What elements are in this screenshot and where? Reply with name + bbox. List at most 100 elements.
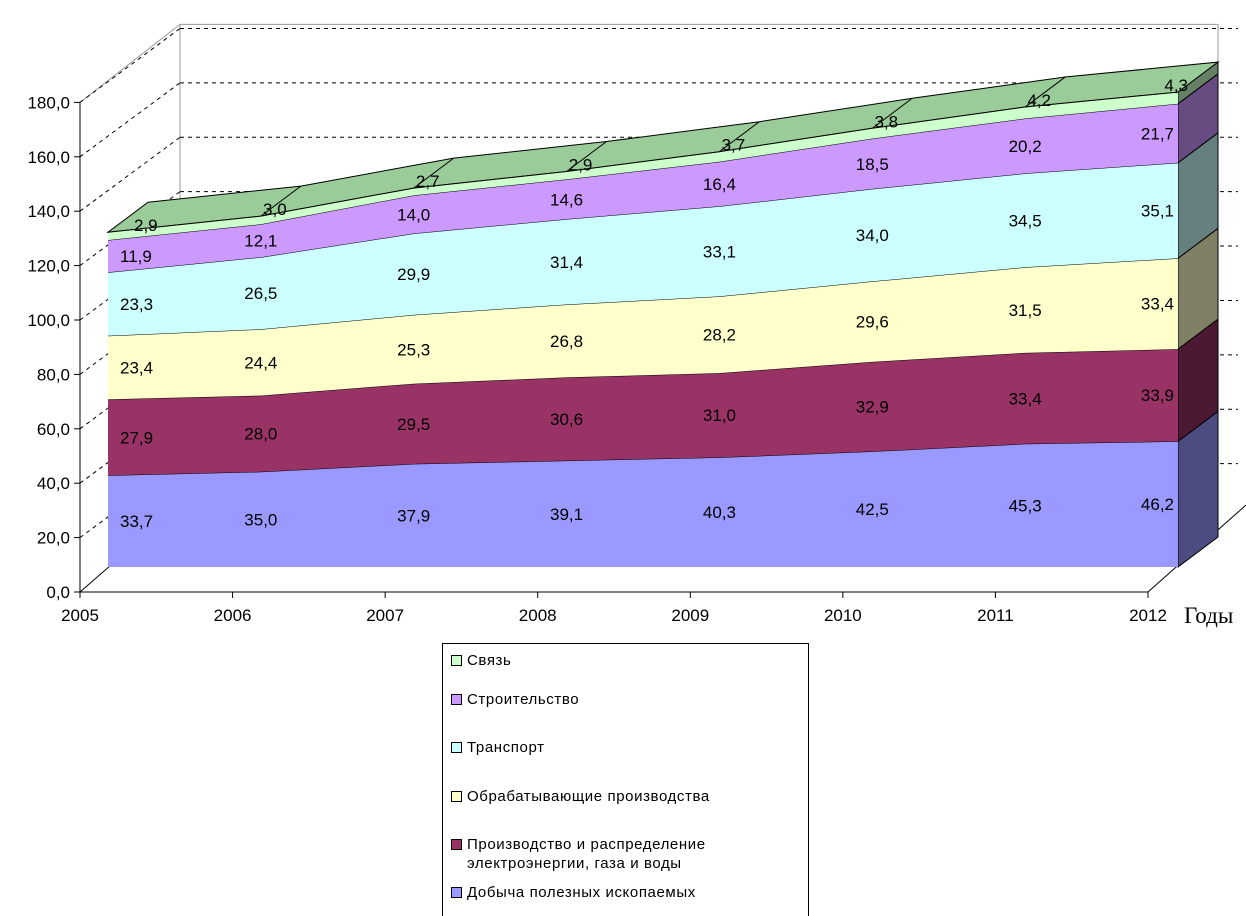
data-label: 33,9: [1141, 386, 1174, 405]
data-label: 28,2: [703, 326, 736, 345]
area-top-edge: [107, 257, 1179, 337]
data-label: 2,9: [569, 156, 593, 175]
data-label: 3,7: [722, 136, 746, 155]
y-tick-label: 40,0: [37, 474, 70, 493]
area-front-face: [108, 162, 1178, 336]
data-label: 31,5: [1009, 301, 1042, 320]
top-face-divider: [1024, 76, 1066, 108]
y-tick-label: 0,0: [46, 583, 70, 602]
data-label: 39,1: [550, 505, 583, 524]
area-front-face: [108, 349, 1178, 476]
data-label: 2,9: [134, 216, 158, 235]
data-label: 40,3: [703, 503, 736, 522]
data-label: 23,4: [120, 359, 153, 378]
data-label: 31,4: [550, 253, 583, 272]
data-label: 26,8: [550, 332, 583, 351]
legend-item: Транспорт: [451, 738, 545, 757]
legend-swatch: [451, 839, 462, 850]
legend-item: Обрабатывающие производства: [451, 787, 710, 806]
data-label: 4,2: [1027, 91, 1051, 110]
data-label: 30,6: [550, 410, 583, 429]
data-label: 2,7: [416, 172, 440, 191]
legend-item: Добыча полезных ископаемых: [451, 883, 696, 902]
y-tick-label: 100,0: [27, 311, 70, 330]
data-label: 23,3: [120, 295, 153, 314]
legend-swatch: [451, 694, 462, 705]
data-label: 37,9: [397, 506, 430, 525]
data-label: 20,2: [1009, 137, 1042, 156]
data-label: 33,1: [703, 242, 736, 261]
x-tick-label: 2010: [824, 606, 862, 625]
x-tick-label: 2009: [671, 606, 709, 625]
data-label: 46,2: [1141, 495, 1174, 514]
area-series: [106, 61, 1220, 568]
data-label: 27,9: [120, 428, 153, 447]
x-tick-label: 2008: [519, 606, 557, 625]
data-labels: 33,7 35,0 37,9 39,1 40,3 42,5 45,3 46,2 27,9 28,0…: [120, 76, 1188, 531]
data-label: 35,0: [244, 510, 277, 529]
data-label: 33,4: [1009, 389, 1042, 408]
y-axis: 0,0 20,0 40,0 60,0 80,0 100,0 120,0 140,0 160,0 1…: [27, 93, 81, 602]
legend-item: Производство и распределение электроэнер…: [451, 835, 706, 873]
data-label: 25,3: [397, 340, 430, 359]
data-label: 21,7: [1141, 124, 1174, 143]
data-label: 34,5: [1009, 211, 1042, 230]
legend-label: Обрабатывающие производства: [467, 788, 710, 805]
data-label: 14,0: [397, 205, 430, 224]
y-tick-label: 120,0: [27, 257, 70, 276]
top-face-divider: [260, 185, 302, 217]
data-label: 35,1: [1141, 202, 1174, 221]
area-top-edge: [107, 91, 1179, 233]
legend-label: Связь: [467, 652, 512, 669]
y-tick-label: 160,0: [27, 148, 70, 167]
legend-label: Производство и распределение электроэнер…: [467, 836, 706, 872]
data-label: 14,6: [550, 190, 583, 209]
legend-label: Транспорт: [467, 739, 545, 756]
data-label: 29,9: [397, 265, 430, 284]
x-axis-title: Годы: [1184, 603, 1233, 628]
x-axis: 2005 2006 2007 2008 2009 2010 2011 2012 Годы: [61, 591, 1233, 628]
x-tick-label: 2005: [61, 606, 99, 625]
data-label: 16,4: [703, 175, 736, 194]
y-tick-label: 60,0: [37, 420, 70, 439]
x-tick-label: 2007: [366, 606, 404, 625]
top-face-divider: [719, 121, 760, 153]
data-label: 28,0: [244, 425, 277, 444]
data-label: 11,9: [120, 247, 152, 266]
legend-item: Строительство: [451, 690, 579, 709]
area-front-face: [108, 103, 1178, 273]
area-front-face: [108, 441, 1178, 567]
gridline-side: [79, 28, 181, 103]
legend-label: Добыча полезных ископаемых: [467, 884, 696, 901]
data-label: 26,5: [244, 284, 277, 303]
data-label: 3,0: [263, 200, 287, 219]
top-face-divider: [566, 141, 607, 172]
data-label: 33,4: [1141, 295, 1174, 314]
y-tick-label: 180,0: [27, 93, 70, 112]
data-label: 12,1: [244, 232, 277, 251]
data-label: 33,7: [120, 512, 153, 531]
data-label: 29,6: [856, 313, 889, 332]
data-label: 24,4: [244, 353, 277, 372]
y-tick-label: 20,0: [37, 529, 70, 548]
data-label: 32,9: [856, 398, 889, 417]
data-label: 18,5: [856, 155, 889, 174]
data-label: 4,3: [1164, 76, 1188, 95]
legend-swatch: [451, 791, 462, 802]
gridline-side: [79, 82, 181, 158]
x-tick-label: 2006: [214, 606, 252, 625]
legend-swatch: [451, 887, 462, 898]
area-front-face: [108, 258, 1178, 400]
data-label: 34,0: [856, 226, 889, 245]
data-label: 45,3: [1009, 496, 1042, 515]
data-label: 3,8: [874, 112, 898, 131]
data-label: 42,5: [856, 500, 889, 519]
legend-item: Связь: [451, 651, 511, 670]
top-face-divider: [871, 97, 913, 129]
side-wall-top: [79, 24, 181, 103]
x-tick-label: 2012: [1129, 606, 1167, 625]
legend-swatch: [451, 655, 462, 666]
legend-swatch: [451, 742, 462, 753]
x-tick-label: 2011: [977, 606, 1014, 625]
legend: Связь Строительство Транспорт Обрабатывающи…: [442, 643, 809, 916]
